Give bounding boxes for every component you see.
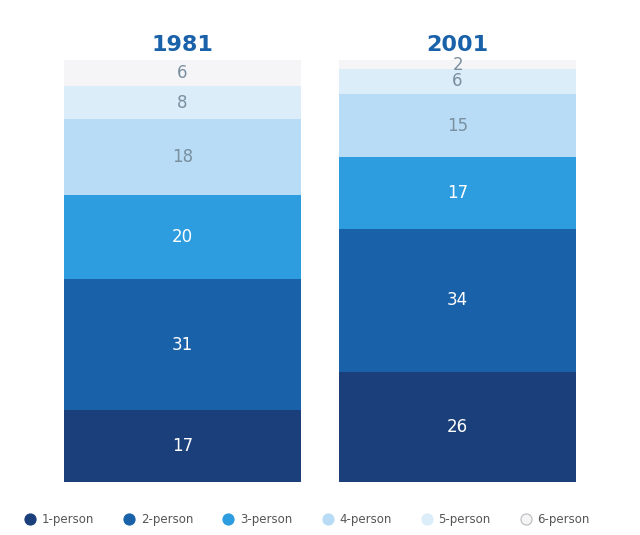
Text: 6: 6	[177, 64, 188, 82]
Bar	[64, 60, 301, 86]
Bar	[64, 86, 301, 119]
Text: 6-person: 6-person	[538, 513, 590, 526]
Text: 5-person: 5-person	[438, 513, 491, 526]
Text: 26: 26	[447, 418, 468, 436]
Text: 2-person: 2-person	[141, 513, 193, 526]
Text: 1-person: 1-person	[42, 513, 94, 526]
Text: 18: 18	[172, 148, 193, 166]
Bar	[339, 60, 576, 69]
Text: 17: 17	[172, 437, 193, 455]
Text: 6: 6	[452, 72, 463, 90]
Bar	[64, 119, 301, 195]
Bar	[339, 94, 576, 157]
Text: 34: 34	[447, 292, 468, 309]
Bar	[339, 372, 576, 482]
Bar	[339, 157, 576, 229]
Text: 20: 20	[172, 228, 193, 246]
Text: 15: 15	[447, 117, 468, 135]
Text: 8: 8	[177, 94, 188, 111]
Bar	[64, 195, 301, 279]
Bar	[64, 279, 301, 410]
Text: 1981: 1981	[152, 35, 213, 55]
Text: 31: 31	[172, 335, 193, 354]
Text: 3-person: 3-person	[240, 513, 292, 526]
Bar	[339, 229, 576, 372]
Text: 17: 17	[447, 184, 468, 202]
Text: 4-person: 4-person	[339, 513, 392, 526]
Text: 2: 2	[452, 56, 463, 74]
Bar	[339, 69, 576, 94]
Text: 2001: 2001	[426, 35, 489, 55]
Bar	[64, 410, 301, 482]
